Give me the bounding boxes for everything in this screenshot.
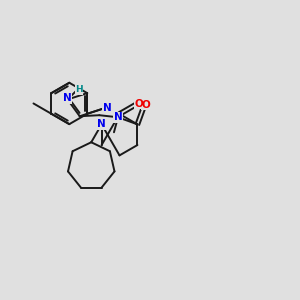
Text: O: O <box>134 99 143 109</box>
Text: O: O <box>141 100 150 110</box>
Text: N: N <box>114 112 122 122</box>
Text: N: N <box>103 103 111 113</box>
Text: N: N <box>63 94 72 103</box>
Text: H: H <box>75 85 83 94</box>
Text: N: N <box>97 119 106 129</box>
